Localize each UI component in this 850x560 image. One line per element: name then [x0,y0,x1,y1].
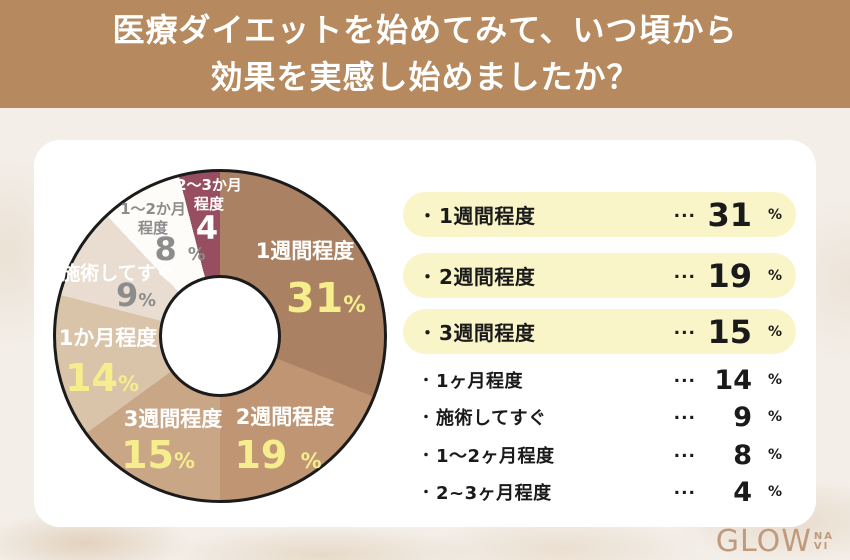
segment-label-immediately: 施術してすぐ [61,262,175,285]
legend-dots: ... [673,367,696,387]
segment-value-2to3months: 4 [195,209,219,247]
legend-row-3week: ・ 3週間程度 ... 15 % [403,309,796,354]
segment-value-1month: 14% [65,356,139,400]
legend-value: 4 [733,476,752,508]
legend-row-1week: ・ 1週間程度 ... 31 % [403,192,796,237]
legend-row-immediately: ・ 施術してすぐ ... 9 % [403,401,796,433]
legend-label: 1週間程度 [439,204,536,228]
legend-row-2to3months: ・ 2~3ヶ月程度 ... 4 % [403,476,796,508]
legend-dots: ... [673,262,696,283]
percent-sign: % [767,267,782,284]
bullet-icon: ・ [419,324,436,344]
segment-label-2to3months: 2〜3か月 程度 [176,176,242,213]
percent-sign: % [767,409,782,425]
bullet-icon: ・ [419,410,433,426]
page-title-line-1: 医療ダイエットを始めてみて、いつ頃から [112,11,738,49]
segment-label-1week: 1週間程度 [255,239,355,263]
legend-label: 2週間程度 [439,265,536,289]
legend-value: 9 [733,401,752,433]
segment-label-3week: 3週間程度 [123,407,223,431]
legend-dots: ... [673,318,696,339]
brand-logo: GLOW NA VI [716,527,834,557]
legend-row-2week: ・ 2週間程度 ... 19 % [403,253,796,298]
legend-dots: ... [673,442,696,462]
legend-value: 19 [707,256,752,295]
legend-row-1month: ・ 1ヶ月程度 ... 14 % [403,364,796,396]
percent-sign: % [767,323,782,340]
legend-label: 1〜2ヶ月程度 [436,446,555,467]
percent-sign: % [117,372,139,396]
legend-value: 8 [733,439,752,471]
page-title-line-2: 効果を実感し始めましたか？ [210,58,640,96]
donut-chart: 1週間程度 31% 2週間程度 19 % 3週間程度 15% 1か月程度 14%… [53,169,387,503]
legend-value: 15 [707,312,752,351]
legend-dots: ... [673,201,696,222]
legend-dots: ... [673,479,696,499]
percent-sign: % [767,447,782,463]
legend-label: 3週間程度 [439,321,536,345]
legend-label: 2~3ヶ月程度 [436,483,552,504]
legend-label: 1ヶ月程度 [436,371,524,392]
segment-value-2week: 19 % [234,433,322,477]
percent-sign: % [343,292,366,318]
title-bar: 医療ダイエットを始めてみて、いつ頃から 効果を実感し始めましたか？ [0,0,850,108]
legend-dots: ... [673,404,696,424]
segment-value-1week: 31% [286,274,366,322]
percent-sign: % [300,449,322,473]
legend-value: 31 [707,195,752,234]
percent-sign: % [173,449,195,473]
percent-sign: % [138,291,156,311]
bullet-icon: ・ [419,373,433,389]
percent-sign: % [767,372,782,388]
percent-sign: % [767,484,782,500]
percent-sign: % [767,206,782,223]
percent-sign: % [187,245,206,265]
content-card: 1週間程度 31% 2週間程度 19 % 3週間程度 15% 1か月程度 14%… [34,140,816,527]
donut-hole [159,275,281,397]
bullet-icon: ・ [419,448,433,464]
bullet-icon: ・ [419,207,436,227]
segment-label-1month: 1か月程度 [58,326,158,350]
logo-word: GLOW [715,524,812,559]
legend-row-1to2months: ・ 1〜2ヶ月程度 ... 8 % [403,439,796,471]
legend-label: 施術してすぐ [436,408,547,429]
segment-label-1to2months: 1〜2か月 程度 [120,200,186,237]
segment-label-2week: 2週間程度 [235,405,335,429]
logo-mark: NA VI [813,531,834,552]
legend-value: 14 [714,364,752,396]
segment-value-immediately: 9% [116,276,156,314]
bullet-icon: ・ [419,485,433,501]
bullet-icon: ・ [419,268,436,288]
segment-value-3week: 15% [121,433,195,477]
segment-value-1to2months: 8 % [154,230,206,268]
